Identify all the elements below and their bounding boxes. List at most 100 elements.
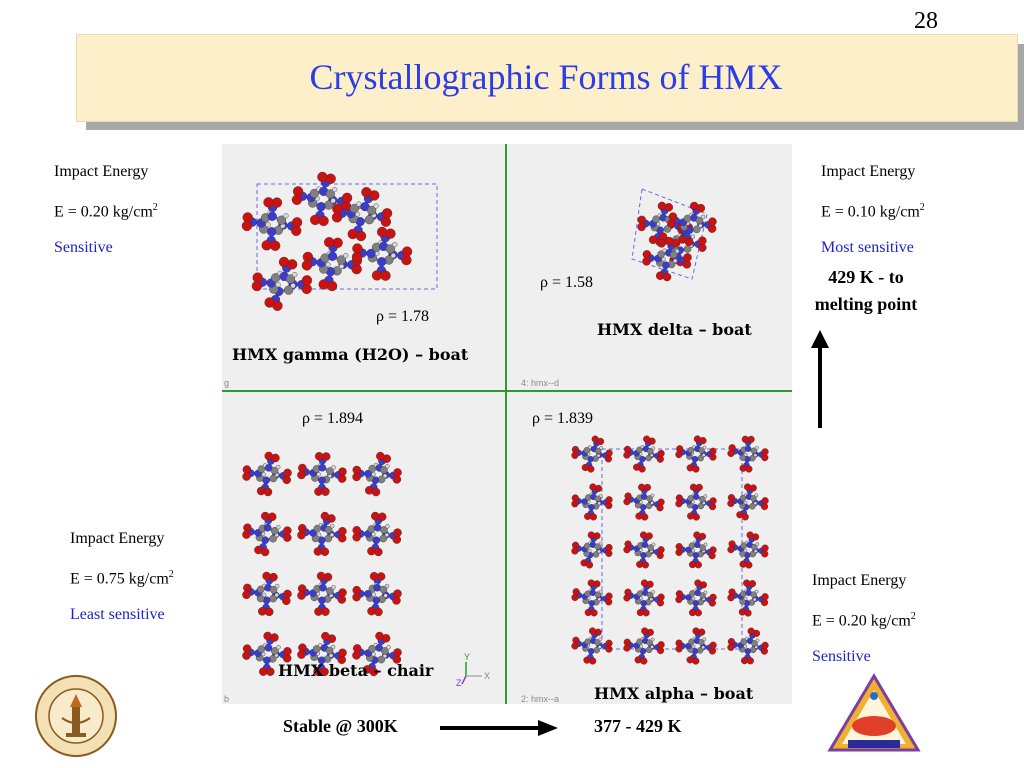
atom [694,579,702,587]
atom [687,446,695,454]
atom [297,470,306,480]
alpha-info: Impact Energy E = 0.20 kg/cm2 Sensitive [812,563,916,675]
atom [753,453,758,458]
atom [372,536,381,545]
atom [693,531,701,539]
atom [588,600,595,607]
atom [701,645,706,650]
atom [675,645,683,653]
atom [755,542,760,547]
atom [692,627,700,635]
atom [623,594,631,602]
atom [341,192,353,204]
atom [283,526,292,535]
atom [241,220,253,232]
atom [571,451,579,459]
atom [743,500,748,505]
atom [263,523,272,532]
atom [371,652,376,657]
atom [641,561,650,569]
atom [343,252,349,259]
atom [744,483,752,491]
atom [638,483,646,491]
atom [283,213,289,219]
atom [262,592,267,598]
gamma-energy: E = 0.20 kg/cm2 [54,202,158,221]
atom [594,543,601,550]
atom [380,466,388,474]
atom [267,227,277,237]
atom [361,187,372,198]
atom [242,472,251,481]
atom [702,445,707,450]
atom [571,642,579,650]
atom [699,592,706,599]
atom [741,513,749,521]
transition-range: 377 - 429 K [594,716,682,736]
atom [645,454,652,462]
atom [761,448,769,456]
atom [594,639,601,646]
atom [393,589,402,598]
atom [744,609,752,617]
atom [317,171,328,183]
delta-temp-line1: 429 K - to [828,267,904,287]
atom [754,589,759,594]
atom [276,645,281,650]
vertical-divider [505,144,507,704]
atom [392,241,398,248]
atom [301,260,313,271]
atom [675,500,683,508]
atom [597,549,601,554]
atom [376,226,388,238]
atom [640,657,648,665]
atom [694,541,701,549]
atom [316,571,326,581]
atom [597,597,602,602]
atom [257,585,265,594]
atom [317,532,322,538]
atom [587,445,592,450]
atom [587,465,595,473]
atom [640,579,649,587]
beta-caption: HMX beta – chair [278,661,434,680]
alpha-molecules [571,435,769,665]
atom [401,246,413,257]
atom [242,590,251,600]
horizontal-divider [222,390,792,392]
atom [752,597,757,602]
atom [264,643,273,652]
atom [385,464,390,469]
atom [393,648,402,657]
atom [319,583,327,592]
atom [270,240,281,251]
atom [689,483,698,491]
atom [297,530,306,540]
atom [605,543,613,552]
atom [642,609,650,617]
atom [326,587,334,595]
atom [692,552,700,559]
atom [751,543,758,551]
delta-temperature: 429 K - to melting point [796,264,936,318]
atom [275,282,281,288]
atom [727,643,735,651]
atom [263,631,272,641]
asci-logo [827,673,921,752]
atom [591,435,599,443]
atom [703,590,708,595]
atom [645,646,653,654]
atom [263,487,273,497]
alpha-density: ρ = 1.839 [532,410,594,427]
delta-caption: HMX delta – boat [597,320,752,339]
atom [291,194,303,205]
atom [650,493,655,498]
atom [272,300,283,311]
molecule-drawing: Y X Z [241,171,769,688]
atom [743,548,748,553]
atom [374,607,383,617]
atom [692,657,700,665]
atom [594,591,602,598]
beta-density: ρ = 1.894 [302,410,364,427]
atom [652,215,660,224]
